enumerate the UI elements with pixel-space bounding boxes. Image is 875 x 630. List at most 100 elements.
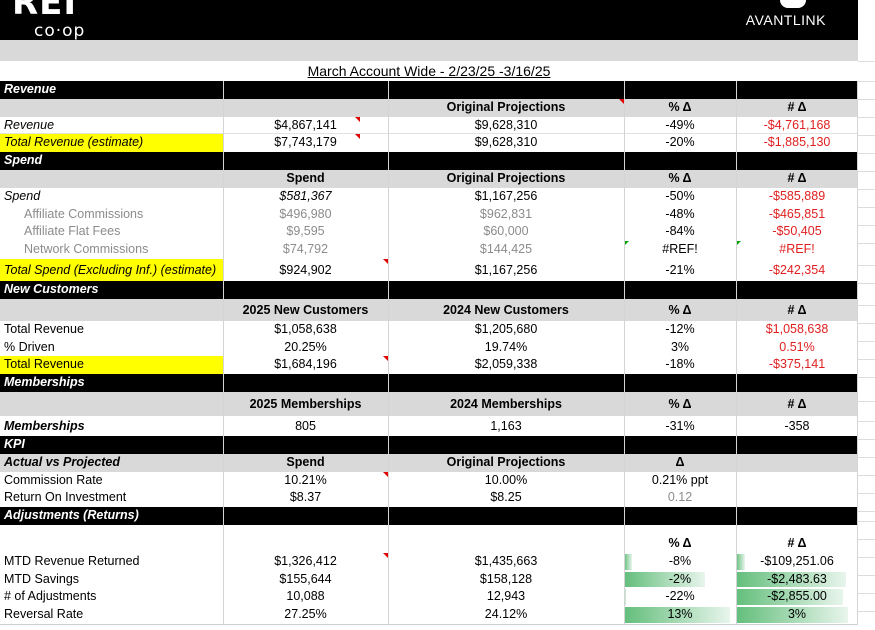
value-cell: 10.21% (223, 471, 388, 490)
delta-cell: -$465,851 (768, 206, 826, 221)
pct-change-cell: -2% (624, 571, 736, 589)
delta-cell: -$109,251.06 (736, 553, 858, 571)
value-cell: $1,326,412 (223, 552, 388, 571)
table-row[interactable]: Affiliate Commissions $496,980 $962,831 … (0, 206, 858, 224)
comment-flag-icon[interactable] (383, 471, 388, 477)
section-header-memberships: Memberships (0, 374, 858, 392)
section-title: Adjustments (Returns) (4, 508, 139, 523)
row-label: Revenue (4, 117, 55, 132)
avantlink-mark-icon (780, 0, 806, 8)
pct-change-cell: -12% (665, 321, 695, 336)
column-header: # Δ (787, 99, 807, 114)
projection-cell: $60,000 (483, 224, 529, 239)
column-header: % Δ (668, 170, 692, 185)
column-header: 2024 New Customers (443, 302, 569, 317)
table-row[interactable]: MTD Revenue Returned $1,326,412 $1,435,6… (0, 552, 858, 571)
row-label: MTD Revenue Returned (4, 553, 140, 568)
column-header: Original Projections (446, 454, 566, 469)
column-header: # Δ (787, 302, 807, 317)
data-bar (624, 589, 627, 606)
column-header: Actual vs Projected (4, 454, 121, 469)
pct-change-cell: 13% (624, 606, 736, 624)
table-row[interactable]: Reversal Rate 27.25% 24.12% 13% 3% (0, 606, 858, 625)
table-row[interactable]: Affiliate Flat Fees $9,595 $60,000 -84% … (0, 223, 858, 241)
column-header: # Δ (787, 170, 807, 185)
data-bar (736, 589, 844, 606)
projection-cell: $9,628,310 (474, 135, 538, 150)
table-row[interactable]: Memberships 805 1,163 -31% -358 (0, 416, 858, 436)
table-row[interactable]: Revenue $4,867,141 $9,628,310 -49% -$4,7… (0, 116, 858, 135)
pct-change-cell: -49% (665, 117, 695, 132)
pct-change-cell: -21% (665, 262, 695, 277)
value-cell: $4,867,141 (223, 116, 388, 135)
row-label: Memberships (4, 418, 85, 433)
data-bar (624, 553, 632, 570)
column-header: Original Projections (446, 170, 566, 185)
error-flag-icon[interactable] (736, 241, 741, 247)
table-row[interactable]: Spend $581,367 $1,167,256 -50% -$585,889 (0, 188, 858, 206)
delta-cell: -$1,885,130 (763, 135, 831, 150)
table-row[interactable]: % Driven 20.25% 19.74% 3% 0.51% (0, 339, 858, 357)
column-header-row: Original Projections % Δ # Δ (0, 98, 858, 117)
pct-change-cell: -18% (665, 357, 695, 372)
row-label: Spend (4, 188, 41, 203)
table-row[interactable]: Total Spend (Excluding Inf.) (estimate) … (0, 258, 858, 281)
row-label: Total Revenue (estimate) (0, 134, 223, 153)
value-cell: $9,595 (286, 224, 325, 239)
comment-flag-icon[interactable] (383, 552, 388, 558)
value-cell: $7,743,179 (223, 134, 388, 152)
row-label: Total Revenue (4, 321, 84, 336)
delta-cell: -$585,889 (768, 188, 826, 203)
column-header: % Δ (668, 396, 692, 411)
table-row[interactable]: Commission Rate 10.21% 10.00% 0.21% ppt (0, 471, 858, 490)
projection-cell: $1,435,663 (474, 553, 538, 568)
projection-cell: $962,831 (479, 206, 533, 221)
error-flag-icon[interactable] (624, 241, 629, 247)
value-cell: $1,058,638 (274, 321, 337, 336)
projection-cell: $158,128 (479, 571, 533, 586)
comment-flag-icon[interactable] (355, 134, 360, 140)
column-header: % Δ (668, 99, 692, 114)
avantlink-logo: AVANTLINK (745, 12, 826, 28)
comment-flag-icon[interactable] (619, 98, 624, 104)
table-row[interactable]: Network Commissions $74,792 $144,425 #RE… (0, 241, 858, 259)
row-label: Commission Rate (4, 472, 103, 487)
pct-change-cell: -20% (665, 135, 695, 150)
comment-flag-icon[interactable] (383, 356, 388, 362)
projection-cell: 10.00% (484, 472, 528, 487)
column-header-row: % Δ # Δ (0, 535, 858, 553)
table-row[interactable]: Total Revenue $1,684,196 $2,059,338 -18%… (0, 356, 858, 375)
delta-cell: #REF! (736, 241, 858, 259)
table-row[interactable]: Return On Investment $8.37 $8.25 0.12 (0, 489, 858, 507)
pct-change-cell: 3% (670, 339, 690, 354)
projection-cell: $9,628,310 (474, 117, 538, 132)
delta-cell: $1,058,638 (765, 321, 829, 336)
delta-cell: -$2,483.63 (736, 571, 858, 589)
table-row[interactable]: # of Adjustments 10,088 12,943 -22% -$2,… (0, 588, 858, 606)
row-label: Total Spend (Excluding Inf.) (estimate) (0, 258, 223, 281)
pct-change-cell: -8% (624, 553, 736, 571)
table-row[interactable]: MTD Savings $155,644 $158,128 -2% -$2,48… (0, 571, 858, 589)
table-row[interactable]: Total Revenue $1,058,638 $1,205,680 -12%… (0, 321, 858, 339)
table-row[interactable]: Total Revenue (estimate) $7,743,179 $9,6… (0, 134, 858, 153)
column-header: % Δ (668, 302, 692, 317)
rei-coop-logo: REI co·op (12, 0, 86, 41)
projection-cell: $144,425 (479, 242, 533, 257)
column-header: # Δ (787, 396, 807, 411)
comment-flag-icon[interactable] (383, 258, 388, 264)
value-cell: 805 (295, 418, 316, 433)
column-header-row: Actual vs Projected Spend Original Proje… (0, 453, 858, 472)
row-label: Affiliate Flat Fees (24, 224, 121, 239)
projection-cell: 12,943 (486, 589, 526, 604)
section-title: Memberships (4, 375, 85, 390)
column-header: # Δ (787, 535, 807, 550)
report-grid: Revenue Original Projections % Δ # Δ Rev… (0, 81, 858, 625)
value-cell: $8.37 (289, 490, 322, 505)
row-label: Affiliate Commissions (24, 206, 144, 221)
column-header: 2024 Memberships (450, 396, 562, 411)
value-cell: $581,367 (279, 188, 332, 203)
data-bar (624, 607, 731, 623)
comment-flag-icon[interactable] (355, 116, 360, 122)
data-bar (624, 571, 705, 588)
projection-cell: 1,163 (490, 418, 522, 433)
